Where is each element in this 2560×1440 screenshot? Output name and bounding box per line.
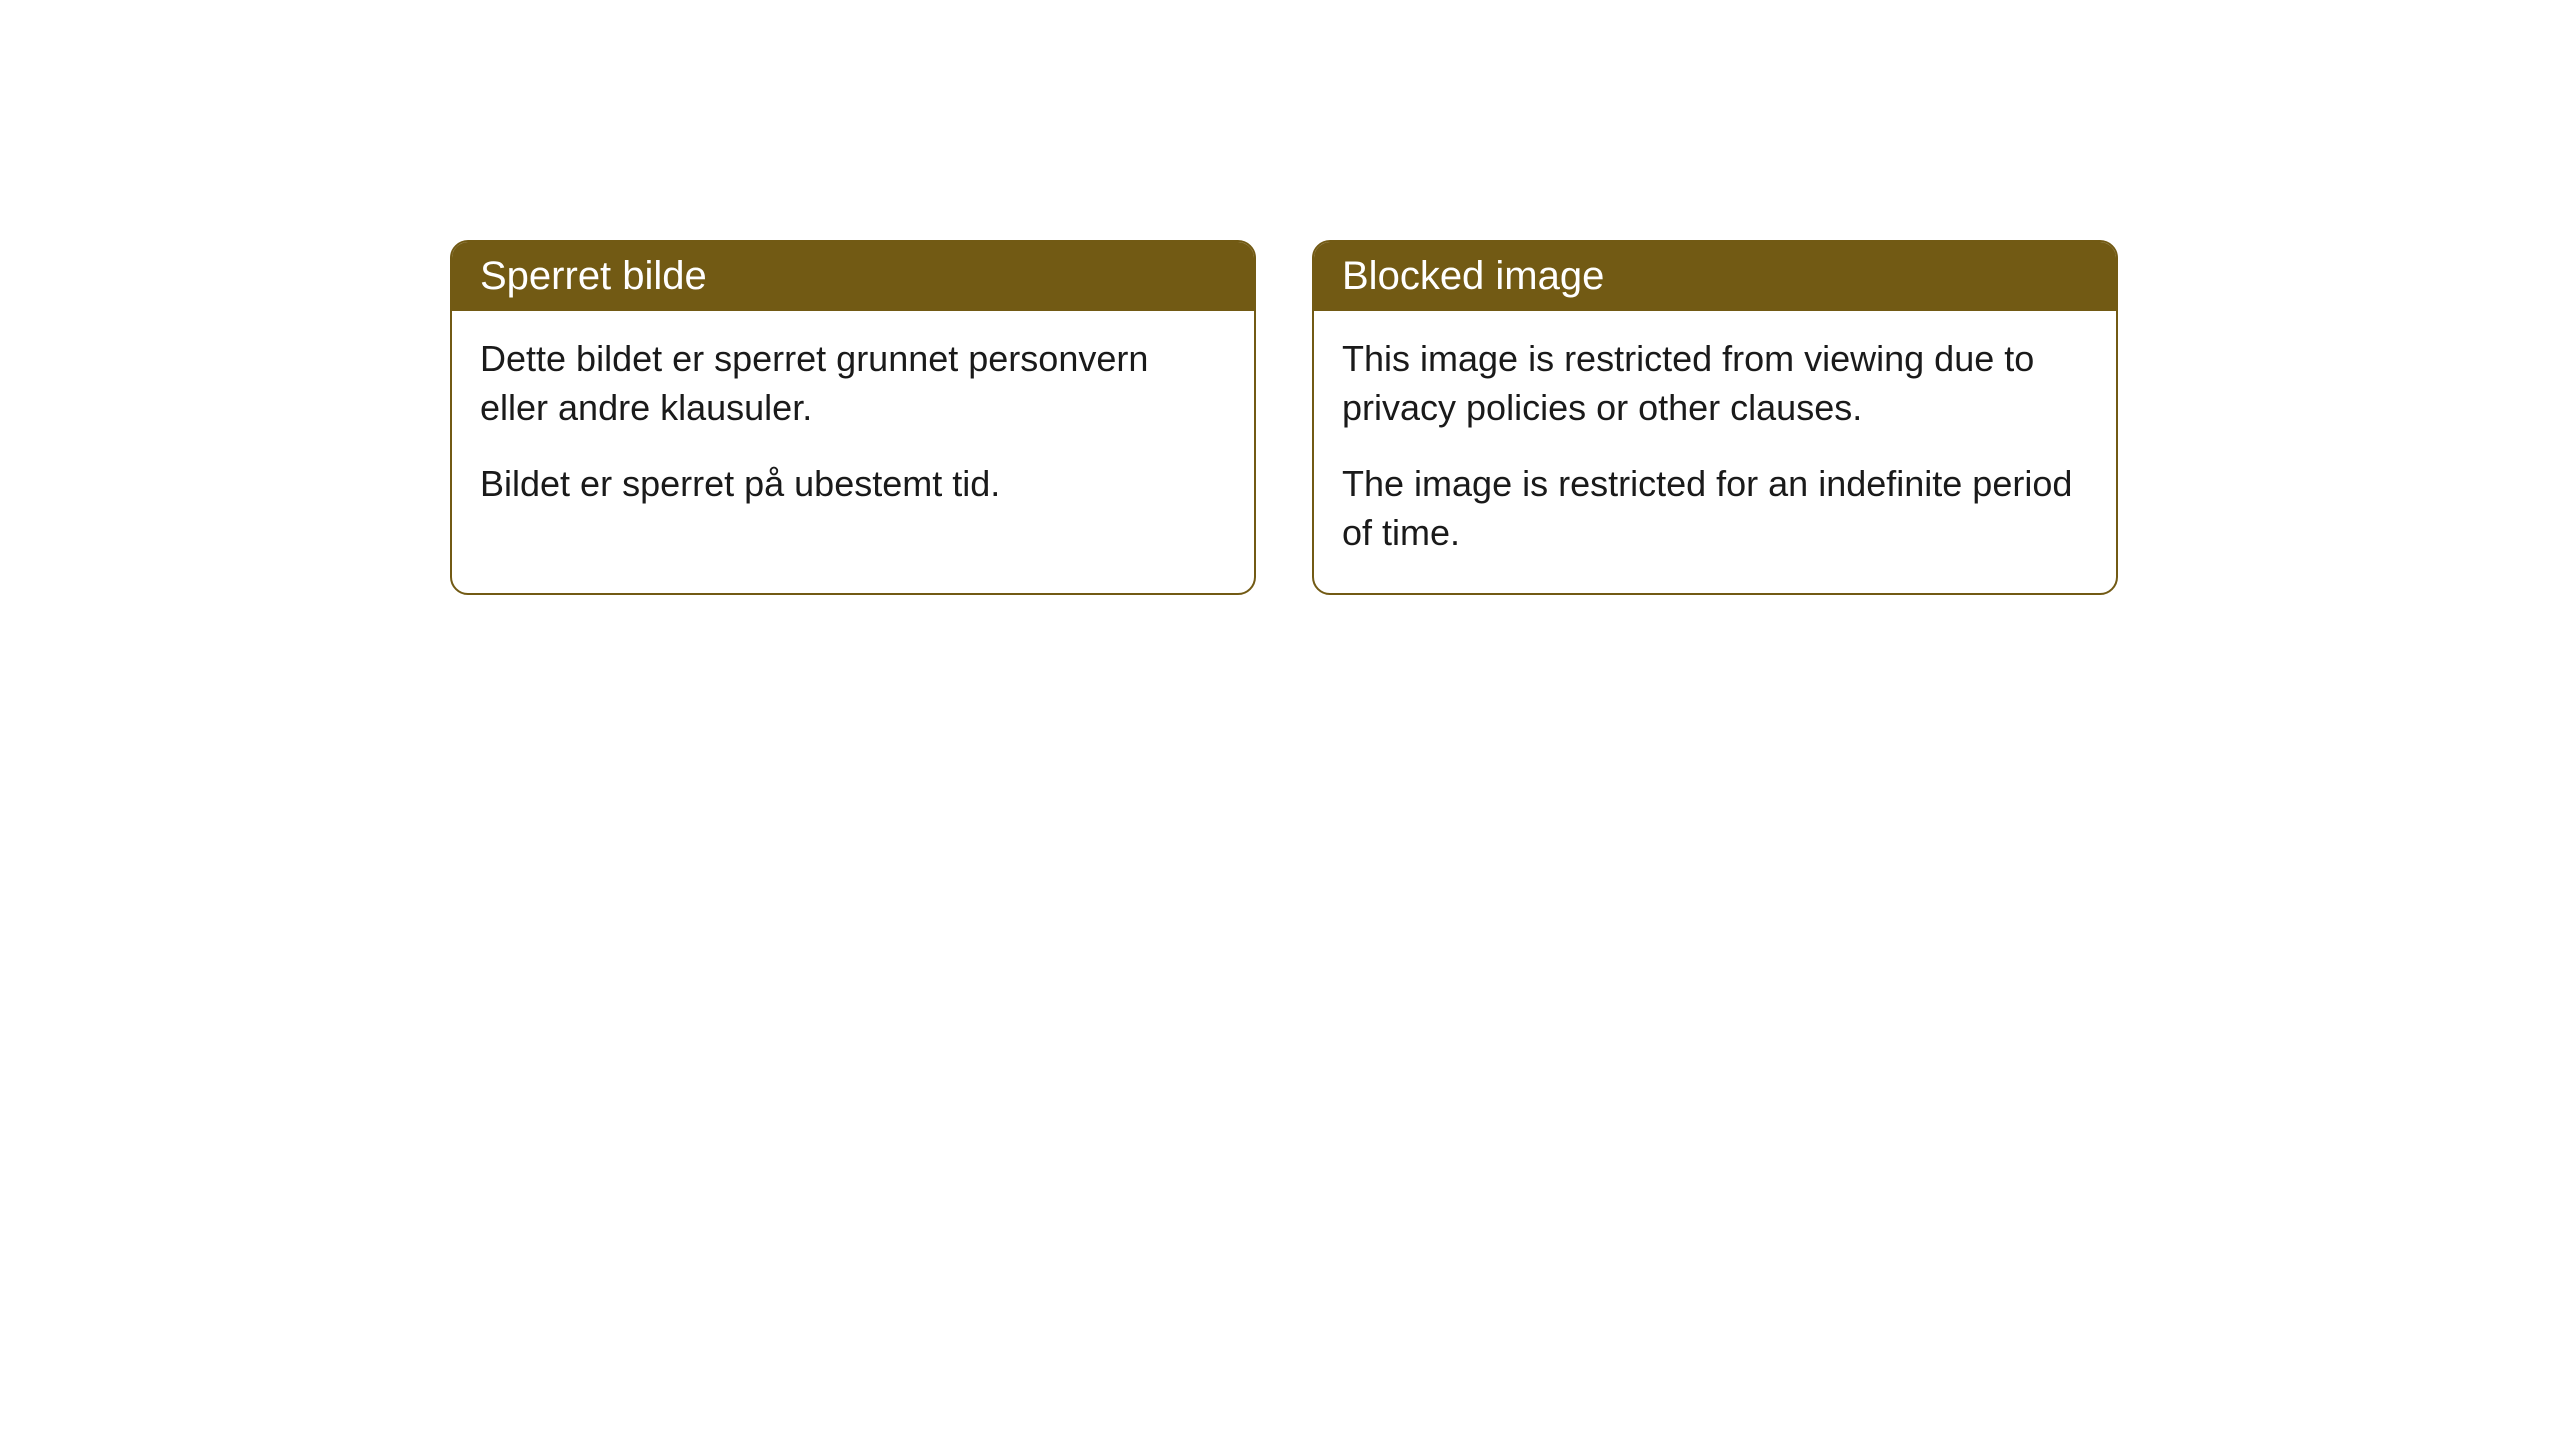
notice-cards-container: Sperret bilde Dette bildet er sperret gr… <box>450 240 2560 595</box>
notice-body-english: This image is restricted from viewing du… <box>1314 311 2116 593</box>
notice-paragraph: Dette bildet er sperret grunnet personve… <box>480 335 1226 432</box>
notice-body-norwegian: Dette bildet er sperret grunnet personve… <box>452 311 1254 545</box>
notice-card-english: Blocked image This image is restricted f… <box>1312 240 2118 595</box>
notice-paragraph: Bildet er sperret på ubestemt tid. <box>480 460 1226 509</box>
notice-paragraph: The image is restricted for an indefinit… <box>1342 460 2088 557</box>
notice-paragraph: This image is restricted from viewing du… <box>1342 335 2088 432</box>
notice-title-english: Blocked image <box>1314 242 2116 311</box>
notice-title-norwegian: Sperret bilde <box>452 242 1254 311</box>
notice-card-norwegian: Sperret bilde Dette bildet er sperret gr… <box>450 240 1256 595</box>
